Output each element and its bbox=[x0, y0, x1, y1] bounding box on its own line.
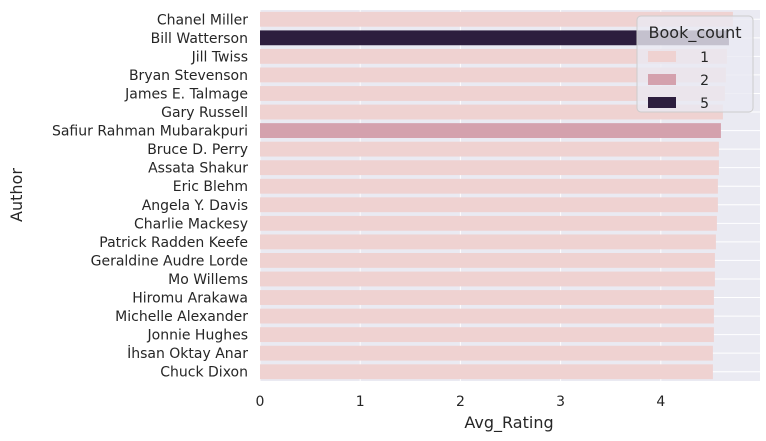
y-tick-label: Geraldine Audre Lorde bbox=[91, 253, 248, 269]
y-tick-label: Bryan Stevenson bbox=[129, 68, 248, 84]
y-tick-label: Jill Twiss bbox=[191, 49, 248, 65]
y-tick-label: Mo Willems bbox=[168, 272, 248, 288]
bar bbox=[260, 290, 714, 305]
x-tick-label: 0 bbox=[256, 394, 265, 410]
bar bbox=[260, 11, 733, 27]
y-tick-label: Assata Shakur bbox=[148, 161, 248, 177]
y-tick-label: Bill Watterson bbox=[151, 31, 248, 47]
y-tick-label: Safiur Rahman Mubarakpuri bbox=[52, 124, 248, 140]
y-tick-label: Chuck Dixon bbox=[160, 365, 248, 381]
x-tick-label: 4 bbox=[656, 394, 665, 410]
legend-box bbox=[636, 15, 754, 113]
bar bbox=[260, 271, 715, 287]
bar bbox=[260, 141, 719, 157]
y-tick-labels: Chanel Miller Bill Watterson Jill Twiss Bry… bbox=[52, 12, 248, 380]
legend-swatch bbox=[648, 74, 676, 85]
bar bbox=[260, 67, 726, 83]
y-tick-label: Michelle Alexander bbox=[115, 309, 248, 325]
legend-title: Book_count bbox=[649, 23, 742, 43]
bar bbox=[260, 308, 714, 324]
bar bbox=[260, 86, 725, 101]
bar bbox=[260, 104, 723, 120]
y-tick-label: Patrick Radden Keefe bbox=[99, 235, 248, 251]
bar bbox=[260, 123, 721, 138]
bar bbox=[260, 30, 729, 46]
x-tick-label: 3 bbox=[556, 394, 565, 410]
y-tick-label: İhsan Oktay Anar bbox=[127, 344, 248, 362]
y-tick-label: Angela Y. Davis bbox=[142, 198, 248, 214]
y-tick-label: Bruce D. Perry bbox=[147, 142, 248, 158]
x-tick-labels: 0 1 2 3 4 bbox=[256, 394, 666, 410]
y-tick-label: Charlie Mackesy bbox=[134, 216, 248, 232]
y-tick-label: Eric Blehm bbox=[173, 179, 248, 195]
bar bbox=[260, 215, 717, 231]
legend-swatch bbox=[648, 97, 676, 108]
legend-label: 5 bbox=[700, 96, 709, 112]
bar bbox=[260, 327, 714, 343]
legend-swatch bbox=[648, 51, 676, 62]
y-axis-title: Author bbox=[7, 168, 26, 222]
bars bbox=[260, 11, 733, 380]
y-tick-label: Hiromu Arakawa bbox=[132, 291, 248, 307]
y-tick-label: Jonnie Hughes bbox=[147, 328, 248, 344]
x-tick-label: 1 bbox=[356, 394, 365, 410]
y-tick-label: Gary Russell bbox=[161, 105, 248, 121]
x-axis-title: Avg_Rating bbox=[464, 413, 553, 433]
legend-label: 2 bbox=[700, 73, 709, 89]
bar bbox=[260, 234, 716, 250]
bar bbox=[260, 197, 718, 213]
legend: Book_count 1 2 5 bbox=[636, 15, 754, 113]
bar bbox=[260, 253, 715, 268]
bar bbox=[260, 48, 727, 64]
x-tick-label: 2 bbox=[456, 394, 465, 410]
bar bbox=[260, 364, 713, 380]
y-tick-label: Chanel Miller bbox=[157, 12, 248, 28]
y-tick-label: James E. Talmage bbox=[124, 86, 248, 102]
bar bbox=[260, 178, 718, 194]
bar bbox=[260, 160, 719, 176]
legend-label: 1 bbox=[700, 50, 709, 66]
bar bbox=[260, 345, 713, 361]
